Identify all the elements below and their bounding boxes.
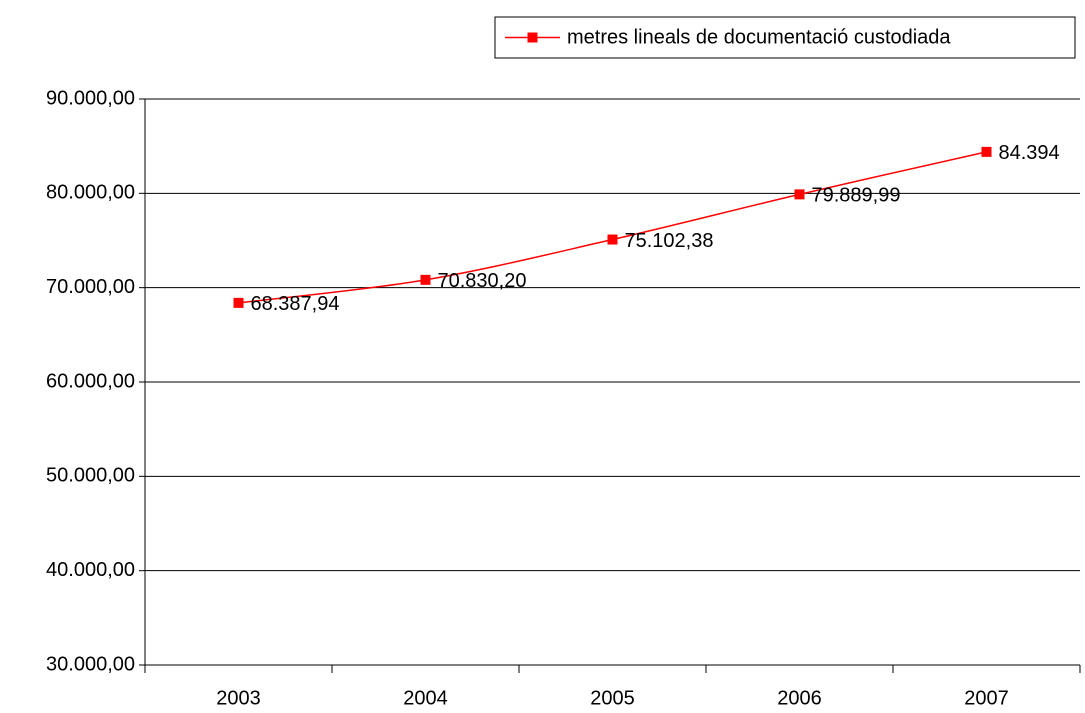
y-tick-label: 40.000,00 (46, 559, 135, 581)
y-tick-label: 30.000,00 (46, 653, 135, 675)
legend-label: metres lineals de documentació custodiad… (567, 26, 951, 48)
marker (981, 146, 992, 157)
y-tick-label: 70.000,00 (46, 276, 135, 298)
legend-marker (527, 32, 538, 43)
marker (607, 234, 618, 245)
y-tick-label: 80.000,00 (46, 182, 135, 204)
x-tick-label: 2004 (403, 687, 448, 709)
data-label: 79.889,99 (812, 185, 901, 207)
data-label: 75.102,38 (625, 230, 714, 252)
x-tick-label: 2005 (590, 687, 635, 709)
x-tick-label: 2003 (216, 687, 261, 709)
data-label: 84.394 (999, 142, 1060, 164)
y-tick-label: 60.000,00 (46, 370, 135, 392)
data-label: 70.830,20 (438, 270, 527, 292)
data-label: 68.387,94 (251, 293, 340, 315)
legend-box (494, 16, 1076, 59)
marker (420, 274, 431, 285)
y-tick-label: 90.000,00 (46, 87, 135, 109)
y-tick-label: 50.000,00 (46, 465, 135, 487)
marker (233, 297, 244, 308)
x-tick-label: 2006 (777, 687, 822, 709)
x-tick-label: 2007 (964, 687, 1009, 709)
line (238, 151, 987, 304)
marker (794, 189, 805, 200)
